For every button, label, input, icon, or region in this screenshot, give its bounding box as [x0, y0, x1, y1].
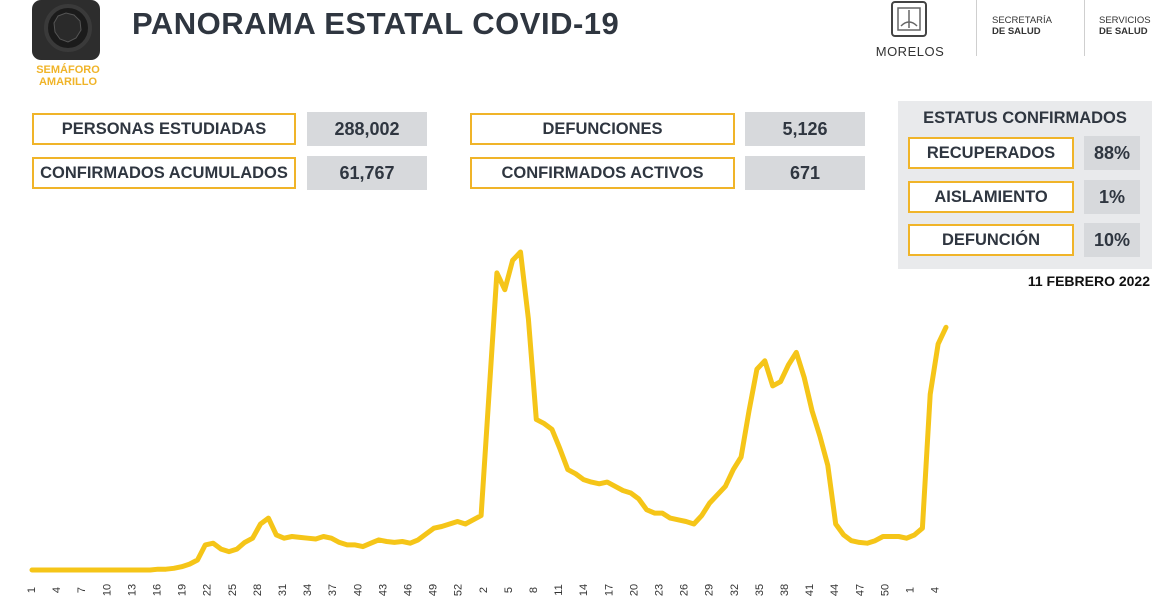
x-tick-label: 1	[905, 587, 917, 593]
x-tick-label: 46	[403, 584, 415, 596]
x-tick-label: 34	[302, 584, 314, 596]
x-tick-label: 25	[227, 584, 239, 596]
personas-estudiadas-value: 288,002	[307, 112, 427, 146]
x-tick-label: 40	[352, 584, 364, 596]
confirmados-activos-label: CONFIRMADOS ACTIVOS	[470, 157, 735, 189]
x-tick-label: 10	[101, 584, 113, 596]
recuperados-label: RECUPERADOS	[908, 137, 1074, 169]
x-tick-label: 5	[503, 587, 515, 593]
x-tick-label: 22	[202, 584, 214, 596]
x-tick-label: 17	[603, 584, 615, 596]
x-tick-label: 50	[879, 584, 891, 596]
semaforo-label: SEMÁFORO AMARILLO	[36, 64, 100, 88]
x-tick-label: 49	[428, 584, 440, 596]
semaforo-badge	[32, 0, 100, 60]
x-tick-label: 29	[704, 584, 716, 596]
defunciones-value: 5,126	[745, 112, 865, 146]
status-panel: ESTATUS CONFIRMADOS RECUPERADOS 88% AISL…	[898, 101, 1152, 269]
x-tick-label: 23	[654, 584, 666, 596]
x-tick-label: 19	[177, 584, 189, 596]
x-tick-label: 32	[729, 584, 741, 596]
aislamiento-label: AISLAMIENTO	[908, 181, 1074, 213]
x-tick-label: 52	[453, 584, 465, 596]
x-tick-label: 2	[478, 587, 490, 593]
x-tick-label: 8	[528, 587, 540, 593]
x-tick-label: 20	[628, 584, 640, 596]
x-tick-label: 43	[377, 584, 389, 596]
defunciones-label: DEFUNCIONES	[470, 113, 735, 145]
personas-estudiadas-label: PERSONAS ESTUDIADAS	[32, 113, 296, 145]
x-tick-label: 11	[553, 584, 565, 595]
x-tick-label: 13	[126, 584, 138, 596]
semaforo-icon	[32, 0, 102, 62]
status-title: ESTATUS CONFIRMADOS	[923, 109, 1127, 127]
cases-line-chart: 1 4 7 10 13 16 19 22 25 28 31 34 37 40 43 46 49 52 2 5 8 11 14…	[26, 249, 949, 596]
morelos-map-icon	[44, 4, 92, 52]
x-tick-label: 1	[26, 587, 38, 593]
x-tick-label: 37	[327, 584, 339, 596]
x-tick-label: 26	[679, 584, 691, 596]
logo-divider	[1084, 0, 1085, 56]
x-tick-label: 47	[854, 584, 866, 596]
x-tick-label: 41	[804, 584, 816, 596]
logo-divider	[976, 0, 977, 56]
x-tick-label: 16	[152, 584, 164, 596]
x-tick-label: 28	[252, 584, 264, 596]
x-axis-ticks: 1 4 7 10 13 16 19 22 25 28 31 34 37 40 43 46 49 52 2 5 8 11 14…	[26, 584, 942, 596]
x-tick-label: 31	[277, 584, 289, 596]
x-tick-label: 35	[754, 584, 766, 596]
confirmados-activos-value: 671	[745, 156, 865, 190]
x-tick-label: 14	[578, 584, 590, 596]
confirmados-acumulados-value: 61,767	[307, 156, 427, 190]
page-title: PANORAMA ESTATAL COVID-19	[132, 6, 620, 41]
recuperados-value: 88%	[1084, 136, 1140, 170]
morelos-logo: MORELOS	[872, 0, 950, 62]
x-tick-label: 44	[829, 584, 841, 596]
x-tick-label: 7	[76, 587, 88, 593]
morelos-crest-icon	[891, 1, 927, 37]
aislamiento-value: 1%	[1084, 180, 1140, 214]
defuncion-value: 10%	[1084, 223, 1140, 257]
servicios-salud-logo: SERVICIOS DE SALUD	[1099, 15, 1151, 37]
defuncion-label: DEFUNCIÓN	[908, 224, 1074, 256]
state-name: MORELOS	[875, 44, 945, 59]
series-line	[29, 249, 949, 573]
x-tick-label: 4	[51, 587, 63, 593]
confirmados-acumulados-label: CONFIRMADOS ACUMULADOS	[32, 157, 296, 189]
secretaria-salud-logo: SECRETARÍA DE SALUD	[992, 15, 1053, 37]
report-date: 11 FEBRERO 2022	[1027, 273, 1150, 289]
x-tick-label: 38	[779, 584, 791, 596]
x-tick-label: 4	[930, 587, 942, 593]
